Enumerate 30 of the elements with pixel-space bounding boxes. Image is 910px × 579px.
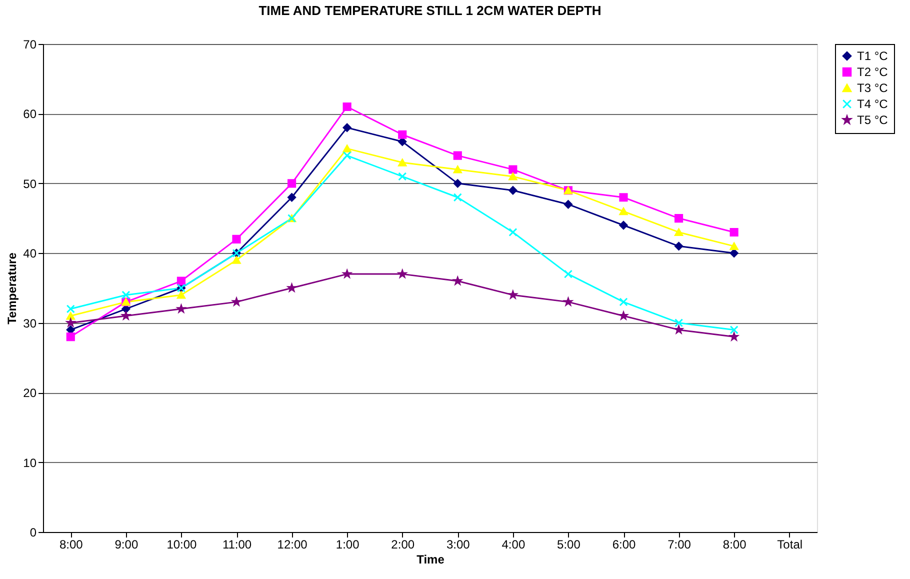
y-tick-label: 70	[23, 38, 37, 52]
x-tick-label: 1:00	[336, 538, 360, 552]
y-tick-label: 30	[23, 316, 37, 330]
legend-label: T5 °C	[857, 113, 888, 127]
x-tick-label: 7:00	[668, 538, 692, 552]
x-tick-label: 6:00	[612, 538, 636, 552]
y-tick-label: 20	[23, 386, 37, 400]
x-tick-label: 3:00	[446, 538, 470, 552]
x-axis-title: Time	[416, 552, 445, 566]
x-tick-label: 4:00	[502, 538, 526, 552]
x-tick-label: 12:00	[277, 538, 308, 552]
y-tick-label: 10	[23, 456, 37, 470]
legend-label: T1 °C	[857, 49, 888, 63]
y-tick-label: 50	[23, 176, 37, 191]
legend-label: T2 °C	[857, 65, 888, 79]
y-tick-label: 0	[30, 526, 37, 540]
x-tick-label: Total	[777, 538, 803, 552]
y-tick-label: 40	[23, 246, 37, 261]
legend-label: T3 °C	[857, 81, 888, 95]
x-tick-label: 8:00	[59, 538, 84, 552]
x-tick-label: 10:00	[166, 538, 198, 552]
x-tick-label: 9:00	[114, 538, 138, 552]
y-axis-title: Temperature	[5, 252, 20, 324]
legend-label: T4 °C	[857, 97, 888, 111]
x-tick-label: 5:00	[557, 538, 581, 552]
chart-title: TIME AND TEMPERATURE STILL 1 2CM WATER DEPTH	[258, 3, 602, 18]
x-tick-label: 11:00	[222, 538, 252, 552]
y-tick-label: 60	[23, 107, 37, 122]
x-tick-label: 2:00	[391, 538, 415, 552]
x-tick-label: 8:00	[722, 538, 747, 552]
